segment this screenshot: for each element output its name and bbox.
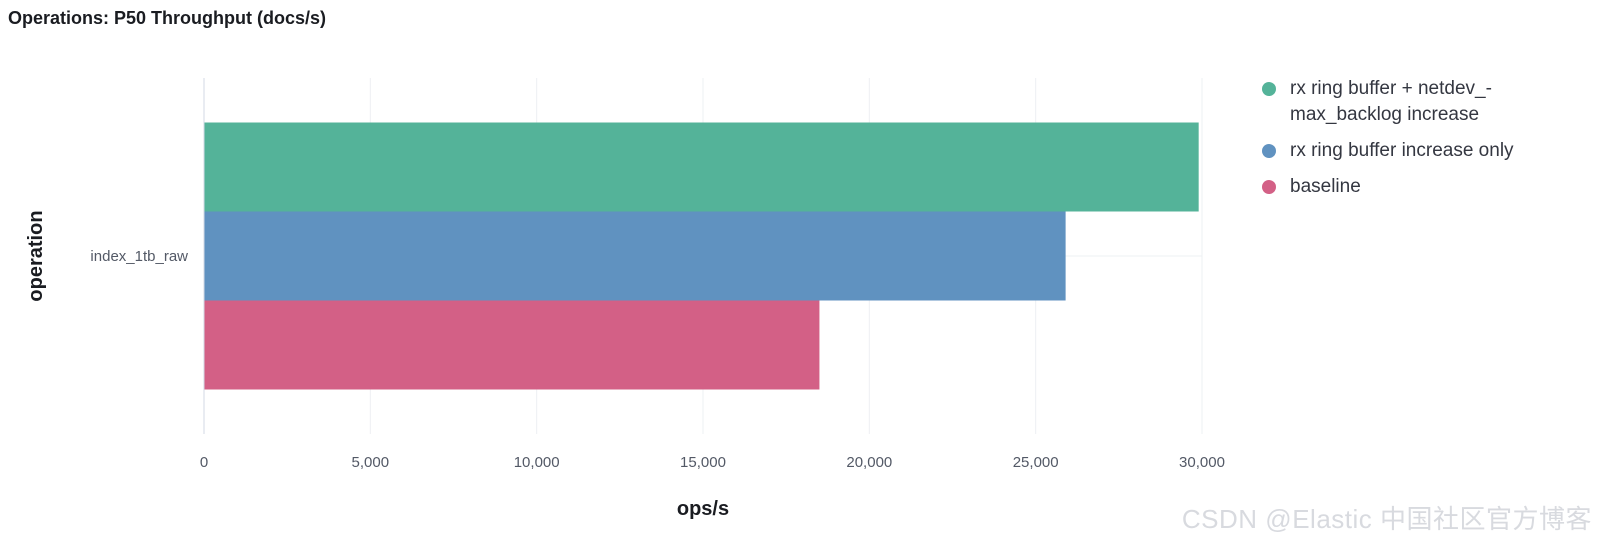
x-tick-label: 20,000 — [846, 454, 892, 471]
legend-label: rx ring buffer + netdev_-max_backlog inc… — [1290, 78, 1492, 125]
legend: rx ring buffer + netdev_-max_backlog inc… — [1262, 76, 1562, 210]
legend-dot-icon — [1262, 180, 1276, 194]
x-tick-label: 10,000 — [514, 454, 560, 471]
legend-label: baseline — [1290, 176, 1361, 197]
chart-title: Operations: P50 Throughput (docs/s) — [8, 8, 327, 28]
x-tick-label: 15,000 — [680, 454, 726, 471]
legend-item[interactable]: rx ring buffer + netdev_-max_backlog inc… — [1262, 76, 1562, 128]
legend-dot-icon — [1262, 82, 1276, 96]
y-tick-label: index_1tb_raw — [90, 248, 188, 265]
x-tick-label: 25,000 — [1013, 454, 1059, 471]
x-tick-label: 0 — [200, 454, 208, 471]
legend-dot-icon — [1262, 144, 1276, 158]
x-tick-label: 30,000 — [1179, 454, 1225, 471]
watermark: CSDN @Elastic 中国社区官方博客 — [1181, 504, 1592, 534]
y-axis-title: operation — [25, 210, 47, 301]
legend-label: rx ring buffer increase only — [1290, 140, 1514, 161]
bar[interactable] — [204, 300, 820, 390]
bar[interactable] — [204, 122, 1199, 212]
x-tick-label: 5,000 — [352, 454, 390, 471]
y-tick-labels: index_1tb_raw — [90, 248, 188, 265]
legend-item[interactable]: baseline — [1262, 174, 1562, 200]
x-axis-title: ops/s — [677, 498, 729, 520]
x-tick-labels: 0 5,000 10,000 15,000 20,000 25,000 30,000 — [200, 454, 1225, 471]
bar[interactable] — [204, 211, 1066, 301]
legend-item[interactable]: rx ring buffer increase only — [1262, 138, 1562, 164]
bars — [204, 122, 1199, 390]
